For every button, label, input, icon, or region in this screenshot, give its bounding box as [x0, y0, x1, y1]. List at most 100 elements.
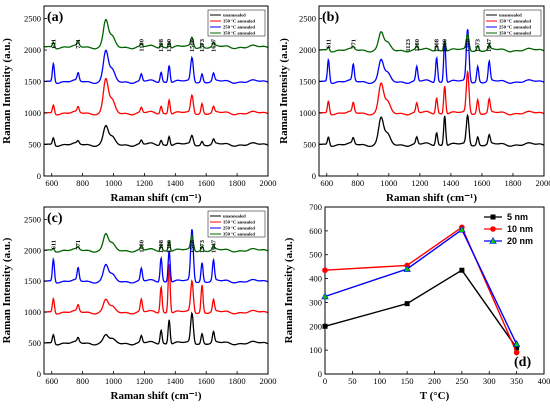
x-tick-label: 1600 [198, 376, 215, 386]
panel-label: (b) [322, 10, 339, 25]
x-tick-label: 0 [323, 376, 327, 386]
peak-label: 1360 [166, 39, 173, 52]
y-tick-label: 500 [28, 338, 41, 348]
y-tick-label: 1000 [299, 108, 316, 118]
x-tick-label: 1400 [167, 178, 184, 188]
peak-label: 1647 [210, 239, 217, 253]
legend-label: unannealed [223, 13, 246, 18]
data-point [404, 301, 410, 307]
peak-label: 1308 [158, 38, 165, 52]
legend-label: 250 °C annealed [223, 226, 255, 231]
x-tick-label: 1400 [442, 178, 459, 188]
x-tick-label: 200 [428, 376, 441, 386]
x-axis-label: T (°C) [420, 390, 450, 402]
peak-label: 1508 [465, 38, 472, 52]
panel-b: 600 800 1000 1200 1400 1600 1800 2000 0 500 1000 15… [278, 5, 550, 204]
peak-label: 1180 [414, 39, 421, 52]
legend-label: 5 nm [507, 212, 528, 222]
x-tick-label: 350 [510, 376, 523, 386]
y-tick-label: 500 [28, 140, 41, 150]
x-tick-label: 1200 [136, 178, 153, 188]
x-axis-label: Raman shift (cm⁻¹) [111, 192, 202, 204]
peak-label: 1647 [210, 38, 217, 52]
x-tick-label: 150 [401, 376, 414, 386]
peak-label: 611 [325, 39, 332, 48]
series-line-0 [324, 269, 518, 349]
peak-label: 1123 [405, 38, 412, 51]
series-line-3 [43, 18, 269, 50]
peak-label: 771 [75, 39, 82, 49]
panel-c: 600 800 1000 1200 1400 1600 1800 2000 0 500 1000 15… [1, 206, 277, 402]
x-tick-label: 1200 [136, 376, 153, 386]
series-line-1 [324, 226, 518, 353]
peak-label: 611 [50, 240, 57, 249]
series-line-2 [43, 49, 269, 85]
series-line-1 [43, 264, 269, 315]
series-line-0 [318, 113, 545, 148]
panel-label: (c) [47, 211, 63, 226]
x-tick-label: 600 [320, 178, 333, 188]
x-tick-label: 1000 [105, 178, 122, 188]
x-tick-label: 1800 [504, 178, 521, 188]
legend-label: 250 °C annealed [223, 25, 255, 30]
plot-frame [43, 206, 269, 375]
y-tick-label: 2000 [299, 45, 316, 55]
legend-label: unannealed [223, 214, 246, 219]
legend-label: 150 °C annealed [223, 220, 255, 225]
x-tick-label: 1200 [411, 178, 428, 188]
y-tick-label: 1500 [24, 77, 41, 87]
plot-frame [43, 5, 269, 177]
peak-label: 771 [75, 240, 82, 250]
series-line-2 [43, 229, 269, 284]
data-point [322, 267, 328, 274]
y-tick-label: 600 [309, 226, 322, 236]
legend-label: 350 °C annealed [223, 31, 255, 36]
y-tick-label: 400 [309, 274, 322, 284]
y-tick-label: 2500 [24, 214, 41, 224]
x-tick-label: 2000 [536, 178, 550, 188]
y-tick-label: 200 [309, 321, 322, 331]
x-tick-label: 600 [45, 178, 58, 188]
panel-label: (a) [47, 10, 64, 25]
series-line-1 [318, 69, 545, 116]
peak-label: 1308 [434, 38, 441, 52]
y-tick-label: 0 [37, 369, 41, 379]
peak-label: 1308 [158, 239, 165, 253]
legend-label: unannealed [499, 13, 522, 18]
plot-frame [318, 5, 545, 177]
panel-a: 600 800 1000 1200 1400 1600 1800 2000 0 500 1000 15… [1, 5, 277, 204]
y-tick-label: 2500 [24, 14, 41, 24]
series-line-0 [43, 124, 269, 148]
legend-label: 20 nm [507, 236, 533, 246]
y-tick-label: 0 [37, 171, 41, 181]
x-tick-label: 1600 [473, 178, 490, 188]
y-tick-label: 1000 [24, 108, 41, 118]
peak-label: 1508 [189, 239, 196, 253]
x-tick-label: 1000 [380, 178, 397, 188]
y-tick-label: 1500 [299, 77, 316, 87]
data-point [403, 264, 411, 272]
data-point [514, 345, 520, 351]
x-tick-label: 1800 [229, 178, 246, 188]
y-tick-label: 700 [309, 202, 322, 212]
peak-label: 1573 [199, 38, 206, 52]
legend-label: 250 °C annealed [499, 25, 531, 30]
x-tick-label: 250 [456, 376, 469, 386]
x-tick-label: 2000 [260, 178, 277, 188]
y-tick-label: 500 [303, 140, 316, 150]
peak-label: 1573 [199, 239, 206, 253]
y-axis-label: Raman Intensity (a.u.) [283, 237, 295, 343]
y-tick-label: 2000 [24, 45, 41, 55]
data-point [512, 340, 521, 347]
y-axis-label: Raman Intensity (a.u.) [1, 237, 13, 343]
x-tick-label: 1600 [198, 178, 215, 188]
x-tick-label: 300 [483, 376, 496, 386]
x-tick-label: 1800 [229, 376, 246, 386]
y-tick-label: 100 [309, 345, 322, 355]
peak-label: 1573 [475, 38, 482, 52]
x-tick-label: 1400 [167, 376, 184, 386]
data-point [459, 267, 465, 273]
legend-box [207, 210, 266, 238]
x-tick-label: 800 [76, 178, 89, 188]
